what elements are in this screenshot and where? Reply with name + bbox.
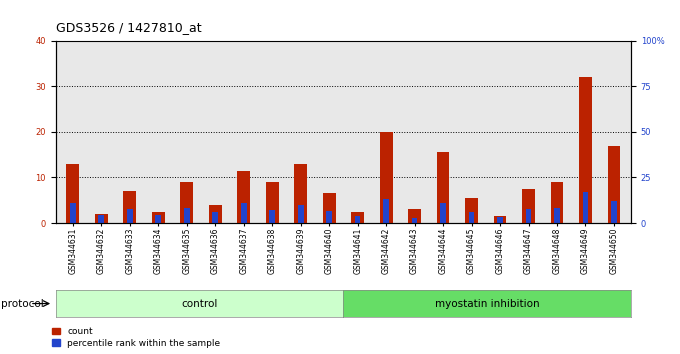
Bar: [323, 193, 335, 223]
Bar: [355, 216, 360, 223]
Text: protocol: protocol: [1, 298, 44, 309]
Bar: [583, 192, 588, 223]
Bar: [412, 218, 418, 223]
Bar: [326, 211, 332, 223]
Bar: [352, 212, 364, 223]
Bar: [123, 191, 136, 223]
Bar: [384, 199, 389, 223]
Bar: [465, 198, 478, 223]
Bar: [269, 210, 275, 223]
Bar: [611, 201, 617, 223]
Text: myostatin inhibition: myostatin inhibition: [435, 298, 539, 309]
Bar: [70, 203, 75, 223]
Bar: [522, 189, 535, 223]
Bar: [152, 212, 165, 223]
Text: control: control: [182, 298, 218, 309]
Bar: [67, 164, 80, 223]
Bar: [237, 171, 250, 223]
Bar: [95, 214, 107, 223]
Bar: [184, 207, 190, 223]
Bar: [180, 182, 193, 223]
Bar: [408, 209, 421, 223]
Bar: [212, 212, 218, 223]
Legend: count, percentile rank within the sample: count, percentile rank within the sample: [52, 327, 220, 348]
Bar: [526, 209, 531, 223]
Bar: [294, 164, 307, 223]
Bar: [156, 215, 161, 223]
Bar: [298, 205, 303, 223]
Bar: [241, 203, 247, 223]
Bar: [607, 145, 620, 223]
Bar: [437, 152, 449, 223]
Bar: [379, 132, 392, 223]
Bar: [469, 212, 475, 223]
Bar: [209, 205, 222, 223]
Bar: [579, 77, 592, 223]
Bar: [99, 215, 104, 223]
Bar: [551, 182, 564, 223]
Bar: [494, 216, 507, 223]
Bar: [554, 209, 560, 223]
Bar: [440, 203, 446, 223]
Text: GDS3526 / 1427810_at: GDS3526 / 1427810_at: [56, 21, 201, 34]
Bar: [497, 217, 503, 223]
Bar: [266, 182, 279, 223]
Bar: [127, 209, 133, 223]
